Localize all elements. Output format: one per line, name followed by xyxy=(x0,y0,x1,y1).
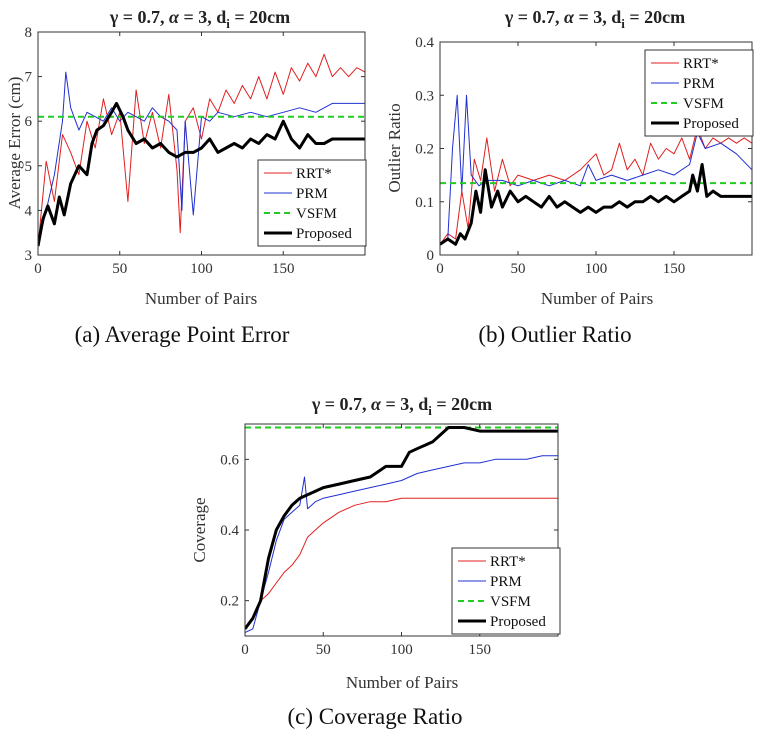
caption-c: (c) Coverage Ratio xyxy=(288,704,463,729)
y-tick-label: 8 xyxy=(25,25,33,41)
legend-label-prm: PRM xyxy=(490,574,522,590)
y-tick-label: 0 xyxy=(427,248,435,264)
y-tick-label: 0.2 xyxy=(415,142,434,158)
y-axis-label: Outlier Ratio xyxy=(385,103,404,192)
plot-area xyxy=(440,94,752,246)
x-tick-label: 50 xyxy=(112,261,127,277)
y-tick-label: 0.1 xyxy=(415,195,434,211)
chart-coverage: γ = 0.7, α = 3, di = 20cm 0 50 100 150 0.20… xyxy=(190,394,561,729)
y-axis-label: Average Error (cm) xyxy=(5,77,24,210)
y-tick-label: 0.6 xyxy=(220,452,239,468)
x-axis-label: Number of Pairs xyxy=(541,289,653,308)
y-ticks: 3 4 5 6 7 8 xyxy=(25,25,365,264)
x-tick-label: 0 xyxy=(34,261,42,277)
legend: RRT* PRM VSFM Proposed xyxy=(644,49,754,137)
series-line-proposed xyxy=(440,163,752,246)
x-tick-label: 0 xyxy=(241,642,249,658)
x-ticks: 0 50 100 150 xyxy=(241,424,491,658)
legend-label-prm: PRM xyxy=(296,186,328,202)
y-ticks: 0.2 0.4 0.6 xyxy=(220,452,558,610)
x-tick-label: 50 xyxy=(316,642,331,658)
x-tick-label: 100 xyxy=(585,261,608,277)
chart-average-error: γ = 0.7, α = 3, di = 20cm 0 50 100 150 3 4 5 6… xyxy=(5,7,367,347)
legend-label-prm: PRM xyxy=(683,76,715,92)
y-tick-label: 6 xyxy=(25,114,33,130)
legend: RRT* PRM VSFM Proposed xyxy=(451,547,561,635)
legend-label-rrt: RRT* xyxy=(683,56,719,72)
legend-label-vsfm: VSFM xyxy=(296,206,337,222)
plot-area xyxy=(245,426,558,633)
caption-a: (a) Average Point Error xyxy=(75,322,290,347)
y-tick-label: 0.4 xyxy=(220,523,239,539)
x-tick-label: 100 xyxy=(190,261,213,277)
x-tick-label: 0 xyxy=(436,261,444,277)
legend-label-vsfm: VSFM xyxy=(683,96,724,112)
series-line-rrt xyxy=(38,53,365,247)
x-tick-label: 150 xyxy=(272,261,295,277)
series-line-prm xyxy=(38,71,365,247)
chart-title: γ = 0.7, α = 3, di = 20cm xyxy=(311,394,492,418)
legend: RRT* PRM VSFM Proposed xyxy=(257,159,367,247)
y-axis-label: Coverage xyxy=(190,497,209,562)
caption-b: (b) Outlier Ratio xyxy=(478,322,631,347)
legend-label-proposed: Proposed xyxy=(683,116,739,132)
x-tick-label: 50 xyxy=(511,261,526,277)
x-tick-label: 100 xyxy=(390,642,413,658)
series-line-proposed xyxy=(245,426,558,630)
y-tick-label: 4 xyxy=(25,203,33,219)
series-line-rrt xyxy=(245,497,558,630)
legend-label-proposed: Proposed xyxy=(490,614,546,630)
legend-label-rrt: RRT* xyxy=(490,554,526,570)
legend-label-rrt: RRT* xyxy=(296,166,332,182)
y-tick-label: 0.3 xyxy=(415,88,434,104)
x-axis-label: Number of Pairs xyxy=(145,289,257,308)
legend-label-vsfm: VSFM xyxy=(490,594,531,610)
y-ticks: 0 0.1 0.2 0.3 0.4 xyxy=(415,35,752,264)
y-tick-label: 3 xyxy=(25,248,33,264)
chart-title: γ = 0.7, α = 3, di = 20cm xyxy=(109,7,290,31)
y-tick-label: 5 xyxy=(25,159,33,175)
series-line-prm xyxy=(245,455,558,633)
x-tick-label: 150 xyxy=(469,642,492,658)
legend-label-proposed: Proposed xyxy=(296,226,352,242)
x-ticks: 0 50 100 150 xyxy=(436,42,685,277)
x-ticks: 0 50 100 150 xyxy=(34,32,295,277)
y-tick-label: 0.4 xyxy=(415,35,434,51)
series-line-proposed xyxy=(38,101,365,247)
plot-area xyxy=(38,53,365,247)
x-tick-label: 150 xyxy=(663,261,686,277)
y-tick-label: 7 xyxy=(25,70,33,86)
x-axis-label: Number of Pairs xyxy=(346,673,458,692)
y-tick-label: 0.2 xyxy=(220,594,239,610)
chart-title: γ = 0.7, α = 3, di = 20cm xyxy=(504,7,685,31)
chart-outlier-ratio: γ = 0.7, α = 3, di = 20cm 0 50 100 150 0 0.1… xyxy=(385,7,754,347)
